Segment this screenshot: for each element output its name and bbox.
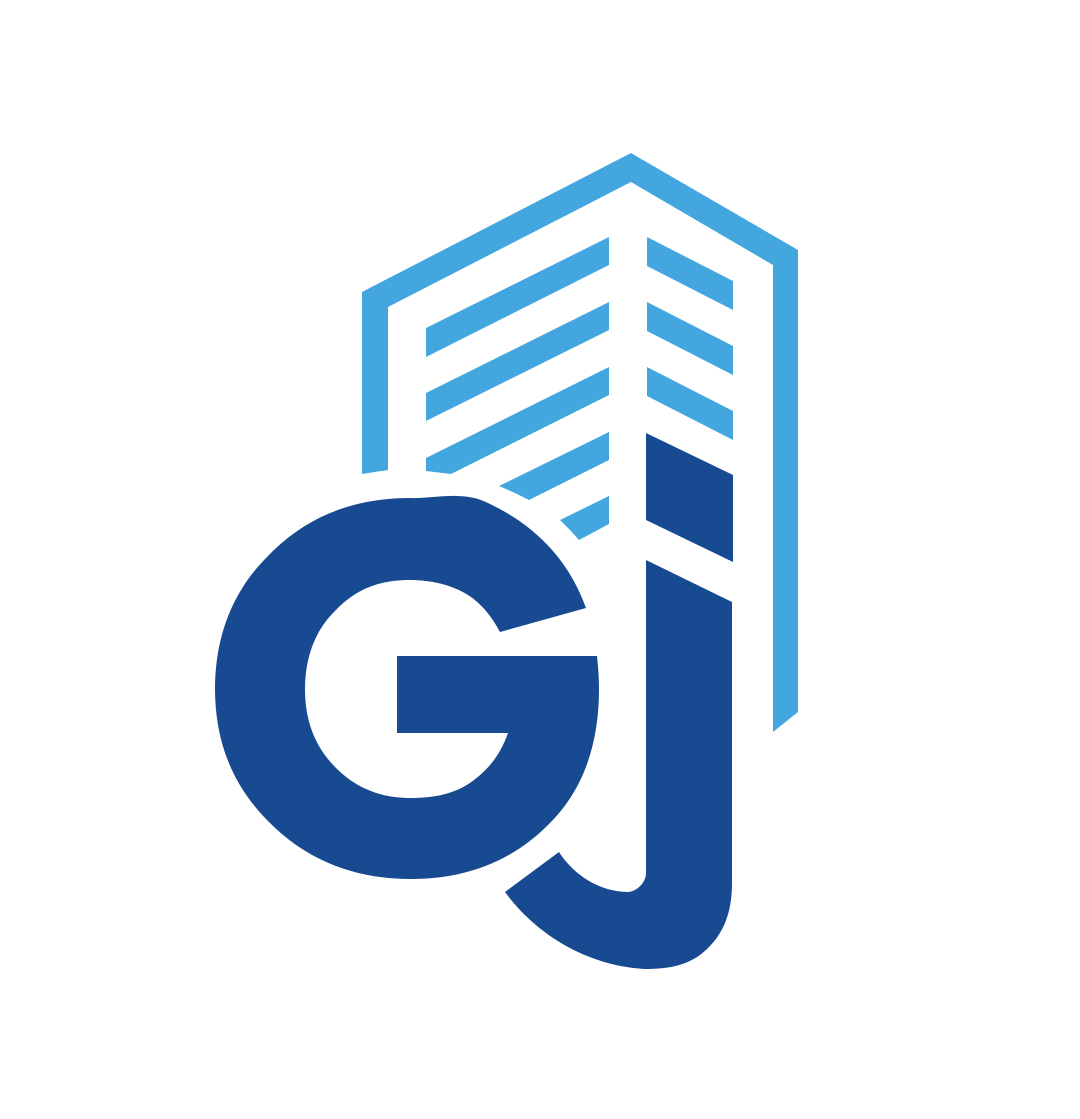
building-outline (362, 153, 798, 732)
building-floor-right-2 (647, 302, 733, 375)
building-floor-left-5 (560, 496, 609, 540)
building-floor-left-1 (426, 237, 609, 357)
letter-j-dot (646, 433, 733, 562)
building-floor-right-3 (647, 367, 733, 440)
building-floor-right-1 (647, 237, 733, 310)
letter-j-icon (505, 433, 733, 969)
building-icon (362, 153, 798, 732)
building-floor-left-4 (499, 432, 609, 500)
building-floor-left-3 (426, 367, 609, 474)
building-floor-left-2 (426, 302, 609, 421)
letter-g-icon (215, 495, 599, 879)
letter-j-stem (505, 560, 732, 969)
